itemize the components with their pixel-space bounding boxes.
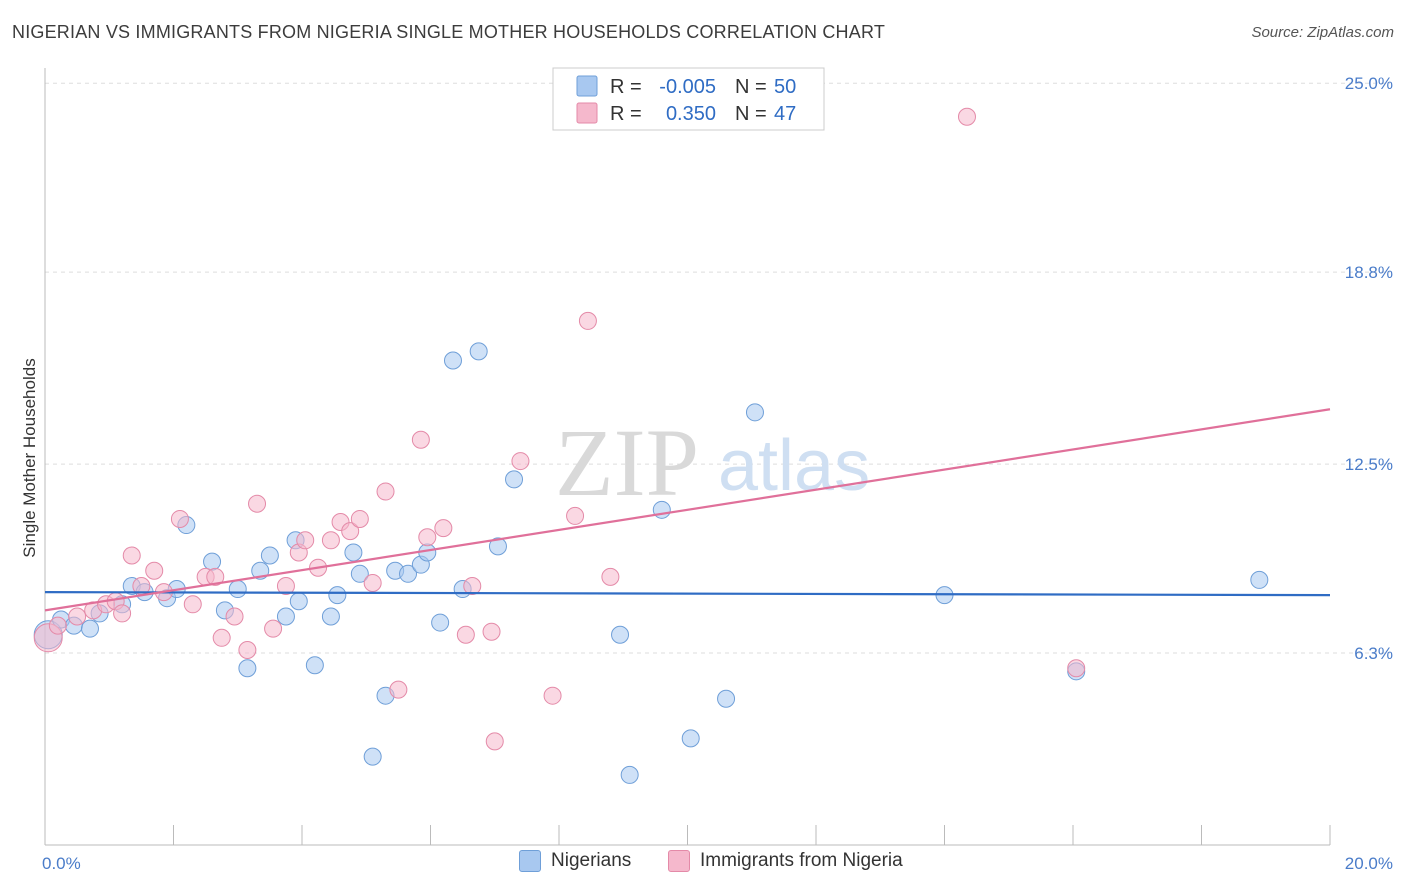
point-nigerians-34 bbox=[469, 342, 488, 361]
trend-lines bbox=[44, 408, 1331, 612]
point-immigrants-37 bbox=[485, 732, 504, 751]
point-immigrants-7 bbox=[122, 546, 141, 565]
point-immigrants-42 bbox=[601, 567, 620, 586]
trend-line-immigrants bbox=[44, 408, 1331, 612]
legend-swatch-blue bbox=[519, 850, 541, 872]
point-nigerians-35 bbox=[488, 537, 507, 556]
point-immigrants-29 bbox=[376, 482, 395, 501]
watermark-zip: ZIP bbox=[555, 409, 699, 516]
watermark: ZIP atlas bbox=[555, 409, 870, 516]
y-tick-label-0: 6.3% bbox=[1354, 644, 1393, 663]
point-immigrants-26 bbox=[341, 522, 360, 541]
point-nigerians-24 bbox=[350, 564, 369, 583]
point-immigrants-31 bbox=[411, 430, 430, 449]
legend-r-value-1: -0.005 bbox=[659, 76, 716, 98]
point-immigrants-40 bbox=[566, 506, 585, 525]
point-immigrants-19 bbox=[264, 619, 283, 638]
point-nigerians-16 bbox=[260, 546, 279, 565]
point-immigrants-41 bbox=[578, 311, 597, 330]
legend-label-immigrants: Immigrants from Nigeria bbox=[700, 850, 903, 871]
point-nigerians-25 bbox=[363, 747, 382, 766]
legend-item-immigrants: Immigrants from Nigeria bbox=[668, 850, 903, 872]
y-tick-label-1: 12.5% bbox=[1345, 455, 1393, 474]
legend-swatch-nigerians bbox=[576, 75, 598, 97]
series-legend: Nigerians Immigrants from Nigeria bbox=[0, 850, 1406, 880]
point-nigerians-22 bbox=[328, 586, 347, 605]
point-nigerians-42 bbox=[745, 403, 764, 422]
stats-legend: R = -0.005 N = 50 R = 0.350 N = 47 bbox=[552, 67, 825, 131]
legend-swatch-immigrants bbox=[576, 102, 598, 124]
point-immigrants-11 bbox=[170, 509, 189, 528]
point-immigrants-36 bbox=[482, 622, 501, 641]
tick-labels: 6.3% 12.5% 18.8% 25.0% 0.0% 20.0% bbox=[42, 74, 1393, 873]
point-immigrants-39 bbox=[543, 686, 562, 705]
point-nigerians-41 bbox=[717, 689, 736, 708]
trend-line-nigerians bbox=[44, 590, 1331, 597]
point-nigerians-11 bbox=[203, 552, 222, 571]
chart-title: NIGERIAN VS IMMIGRANTS FROM NIGERIA SING… bbox=[12, 22, 886, 42]
point-nigerians-31 bbox=[431, 613, 450, 632]
point-nigerians-13 bbox=[228, 580, 247, 599]
point-nigerians-3 bbox=[80, 619, 99, 638]
legend-n-value-1: 50 bbox=[774, 76, 796, 98]
point-nigerians-20 bbox=[305, 656, 324, 675]
point-nigerians-28 bbox=[399, 564, 418, 583]
point-immigrants-33 bbox=[434, 519, 453, 538]
point-immigrants-20 bbox=[276, 577, 295, 595]
point-immigrants-15 bbox=[212, 628, 231, 647]
legend-n-label-1: N = bbox=[735, 76, 767, 98]
point-immigrants-16 bbox=[225, 607, 244, 626]
legend-r-value-2: 0.350 bbox=[666, 103, 716, 125]
axes bbox=[44, 68, 1331, 846]
point-nigerians-32 bbox=[443, 351, 462, 370]
point-immigrants-44 bbox=[1067, 659, 1086, 678]
point-nigerians-19 bbox=[289, 592, 308, 611]
point-immigrants-6 bbox=[113, 604, 132, 623]
point-immigrants-28 bbox=[363, 573, 382, 592]
point-immigrants-32 bbox=[418, 528, 437, 547]
point-immigrants-35 bbox=[463, 577, 482, 595]
point-nigerians-36 bbox=[505, 470, 524, 489]
point-nigerians-45 bbox=[1250, 570, 1269, 589]
legend-item-nigerians: Nigerians bbox=[519, 850, 631, 872]
point-nigerians-40 bbox=[681, 729, 700, 748]
point-immigrants-2 bbox=[68, 607, 87, 626]
point-nigerians-23 bbox=[344, 543, 363, 562]
point-immigrants-14 bbox=[206, 567, 225, 586]
legend-n-label-2: N = bbox=[735, 103, 767, 125]
point-immigrants-18 bbox=[248, 494, 267, 513]
y-tick-label-2: 18.8% bbox=[1345, 263, 1393, 282]
point-immigrants-17 bbox=[238, 640, 257, 659]
y-tick-label-3: 25.0% bbox=[1345, 74, 1393, 93]
legend-r-label-2: R = bbox=[610, 103, 642, 125]
point-immigrants-1 bbox=[48, 616, 67, 635]
source-credit: Source: ZipAtlas.com bbox=[1251, 24, 1394, 41]
data-points bbox=[33, 107, 1269, 784]
legend-label-nigerians: Nigerians bbox=[551, 850, 632, 871]
point-nigerians-37 bbox=[611, 625, 630, 644]
x-tick-label-0: 0.0% bbox=[42, 854, 81, 873]
grid-lines bbox=[45, 82, 1390, 654]
legend-swatch-pink bbox=[668, 850, 690, 872]
point-immigrants-22 bbox=[296, 531, 315, 550]
legend-n-value-2: 47 bbox=[774, 103, 796, 125]
point-nigerians-17 bbox=[276, 607, 295, 626]
point-immigrants-27 bbox=[350, 509, 369, 528]
y-axis-label: Single Mother Households bbox=[20, 358, 39, 557]
legend-r-label-1: R = bbox=[610, 76, 642, 98]
point-immigrants-34 bbox=[456, 625, 475, 644]
x-tick-label-1: 20.0% bbox=[1345, 854, 1393, 873]
point-immigrants-12 bbox=[183, 595, 202, 614]
point-nigerians-14 bbox=[238, 659, 257, 678]
point-immigrants-24 bbox=[321, 531, 340, 550]
point-immigrants-9 bbox=[145, 561, 164, 580]
point-immigrants-30 bbox=[389, 680, 408, 699]
point-immigrants-43 bbox=[957, 107, 976, 126]
point-immigrants-38 bbox=[511, 452, 530, 471]
point-nigerians-38 bbox=[620, 765, 639, 784]
point-nigerians-21 bbox=[321, 607, 340, 626]
